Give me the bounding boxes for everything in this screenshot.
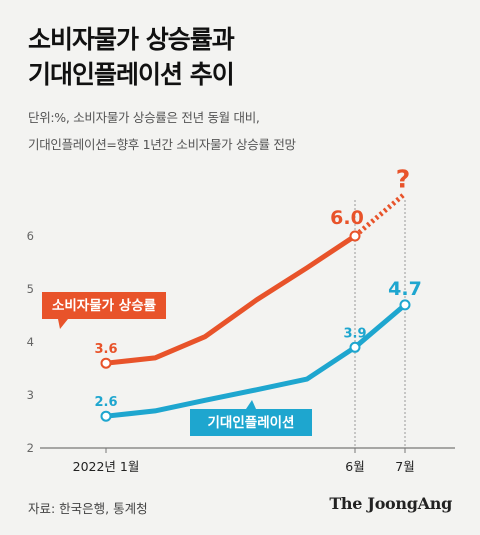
series-tag-box [190,409,312,436]
chart-title-line-1: 소비자물가 상승률과 [28,25,235,54]
y-tick-label: 4 [27,335,34,349]
data-point-marker [399,299,411,311]
projection-label: ? [396,165,411,194]
series-tag-pointer [246,400,256,409]
data-point-marker [349,230,361,242]
data-point-label: 4.7 [388,278,422,300]
y-tick-label: 3 [27,388,34,402]
x-tick-label: 7월 [395,459,414,474]
series-tag-label: 기대인플레이션 [208,414,295,431]
x-tick-label: 6월 [345,459,364,474]
chart-subtitle: 단위:%, 소비자물가 상승률은 전년 동월 대비, 기대인플레이션=향후 1년… [28,104,468,158]
y-tick-label: 6 [27,229,34,243]
data-point-label: 6.0 [330,207,364,229]
data-point-label: 3.6 [94,342,117,357]
data-point-marker [349,341,361,353]
chart-subtitle-line-2: 기대인플레이션=향후 1년간 소비자물가 상승률 전망 [28,137,296,152]
data-point-marker [100,357,112,369]
data-point-marker [100,410,112,422]
data-point-label: 2.6 [94,395,117,410]
series-line [103,233,358,366]
x-tick-label: 2022년 1월 [73,459,140,474]
publisher-logo: The JoongAng [329,494,452,513]
chart-title-line-2: 기대인플레이션 추이 [28,60,235,89]
series-tag-box [42,292,166,319]
y-tick-label: 2 [27,441,34,455]
y-tick-label: 5 [27,282,34,296]
chart-subtitle-line-1: 단위:%, 소비자물가 상승률은 전년 동월 대비, [28,110,260,125]
series-tag-pointer [58,319,68,329]
data-point-label: 3.9 [343,326,366,341]
chart-title: 소비자물가 상승률과 기대인플레이션 추이 [28,22,458,92]
series-tag-label: 소비자물가 상승률 [52,297,157,314]
source-note: 자료: 한국은행, 통계청 [28,501,148,516]
